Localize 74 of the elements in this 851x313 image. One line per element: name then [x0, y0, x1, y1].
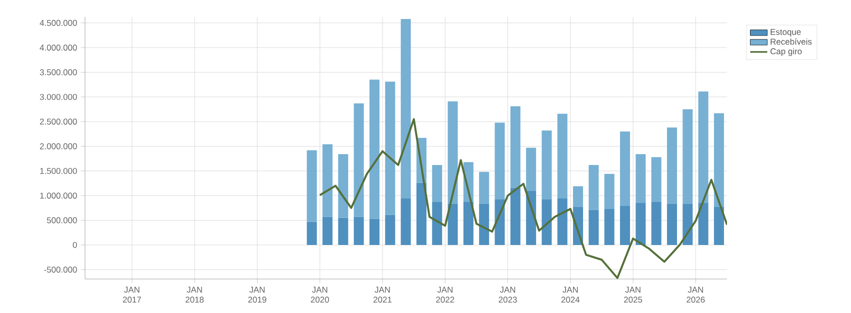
bar: [542, 130, 552, 200]
y-tick-label: 1.500.000: [40, 168, 77, 174]
bar: [448, 101, 458, 204]
legend-label: Cap giro: [770, 48, 802, 56]
bar: [588, 165, 599, 210]
bar: [666, 204, 678, 245]
bar: [400, 198, 411, 245]
x-tick-label: JAN 2022: [436, 286, 454, 303]
bar: [463, 202, 474, 245]
bar: [322, 144, 333, 217]
y-tick-label: -500.000: [44, 266, 77, 273]
x-tick-label: JAN 2018: [186, 286, 204, 303]
x-tick-label: JAN 2024: [561, 286, 580, 303]
bar: [620, 131, 630, 206]
bar: [698, 92, 708, 204]
bar: [416, 182, 426, 245]
line-series: [318, 118, 728, 279]
bar: [306, 150, 317, 222]
bar: [557, 114, 568, 198]
bar: [588, 210, 599, 245]
bar: [714, 206, 724, 245]
bar: [557, 198, 568, 245]
bar: [604, 174, 614, 209]
y-tick-label: 1.000.000: [40, 192, 77, 199]
y-tick-label: 3.000.000: [40, 94, 77, 100]
bar: [432, 202, 442, 245]
y-tick-label: 0: [72, 242, 77, 248]
bar: [636, 154, 646, 204]
bar: [698, 203, 708, 245]
bar: [448, 204, 458, 245]
x-tick-label: JAN 2023: [498, 286, 517, 303]
bar: [338, 154, 348, 218]
y-tick-label: 4.500.000: [40, 20, 77, 26]
x-tick-label: JAN 2020: [310, 286, 329, 303]
x-tick-label: JAN 2021: [374, 286, 392, 303]
bar: [432, 165, 442, 202]
bar: [400, 18, 411, 198]
bar: [479, 172, 490, 204]
y-tick-label: 2.000.000: [40, 143, 77, 150]
bar: [369, 218, 380, 245]
bar: [682, 204, 693, 245]
bar: [526, 148, 536, 191]
bar: [651, 202, 662, 245]
bar: [306, 222, 317, 245]
bar: [636, 203, 646, 245]
y-tick-label: 500.000: [46, 217, 77, 224]
x-tick-label: JAN 2017: [122, 286, 141, 303]
bar: [385, 82, 396, 215]
legend-label: Estoque: [770, 29, 801, 37]
bar: [369, 80, 380, 219]
legend-label: Recebíveis: [770, 38, 812, 45]
bar: [479, 204, 490, 245]
bar: [354, 103, 364, 217]
bar: [666, 128, 678, 204]
bar: [714, 113, 724, 207]
x-tick-label: JAN 2026: [686, 286, 705, 303]
bar: [651, 157, 662, 202]
x-tick-label: JAN 2025: [624, 286, 642, 303]
bar: [573, 186, 584, 207]
bar: [604, 208, 614, 245]
bar: [510, 188, 520, 245]
bar: [322, 216, 333, 245]
x-tick-label: JAN 2019: [248, 286, 266, 303]
bar: [542, 199, 552, 245]
bar: [494, 122, 505, 200]
y-tick-label: 4.000.000: [40, 44, 77, 51]
y-tick-label: 3.500.000: [40, 69, 77, 76]
bar: [338, 218, 348, 245]
bar: [385, 214, 396, 245]
bar: [620, 206, 630, 245]
y-tick-label: 2.500.000: [40, 118, 77, 125]
bar: [682, 109, 693, 204]
bar: [354, 216, 364, 245]
bar: [510, 106, 520, 188]
